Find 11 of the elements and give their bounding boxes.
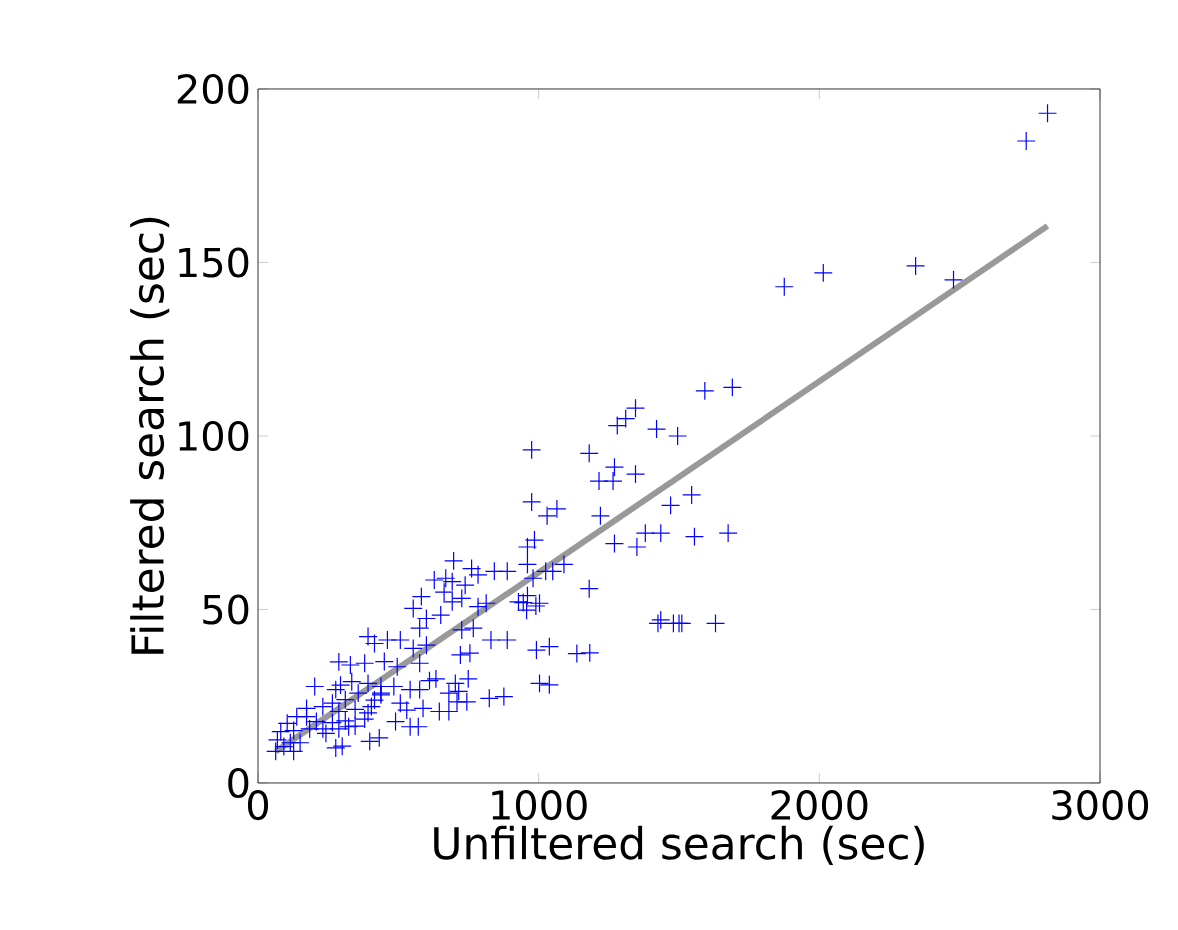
x-tick-label: 1000 [492, 790, 587, 821]
x-axis-title: Unfiltered search (sec) [434, 825, 924, 865]
x-tick-label: 2000 [771, 790, 868, 821]
x-tick-label: 3000 [1052, 790, 1149, 821]
x-tick-label: 0 [247, 790, 269, 821]
y-tick-label: 0 [228, 767, 249, 799]
y-tick-label: 50 [203, 594, 249, 625]
y-tick-label: 100 [179, 420, 249, 452]
y-tick-label: 200 [177, 73, 249, 105]
y-tick-label: 150 [179, 247, 249, 278]
y-axis-title: Filtered search (sec) [130, 217, 170, 654]
